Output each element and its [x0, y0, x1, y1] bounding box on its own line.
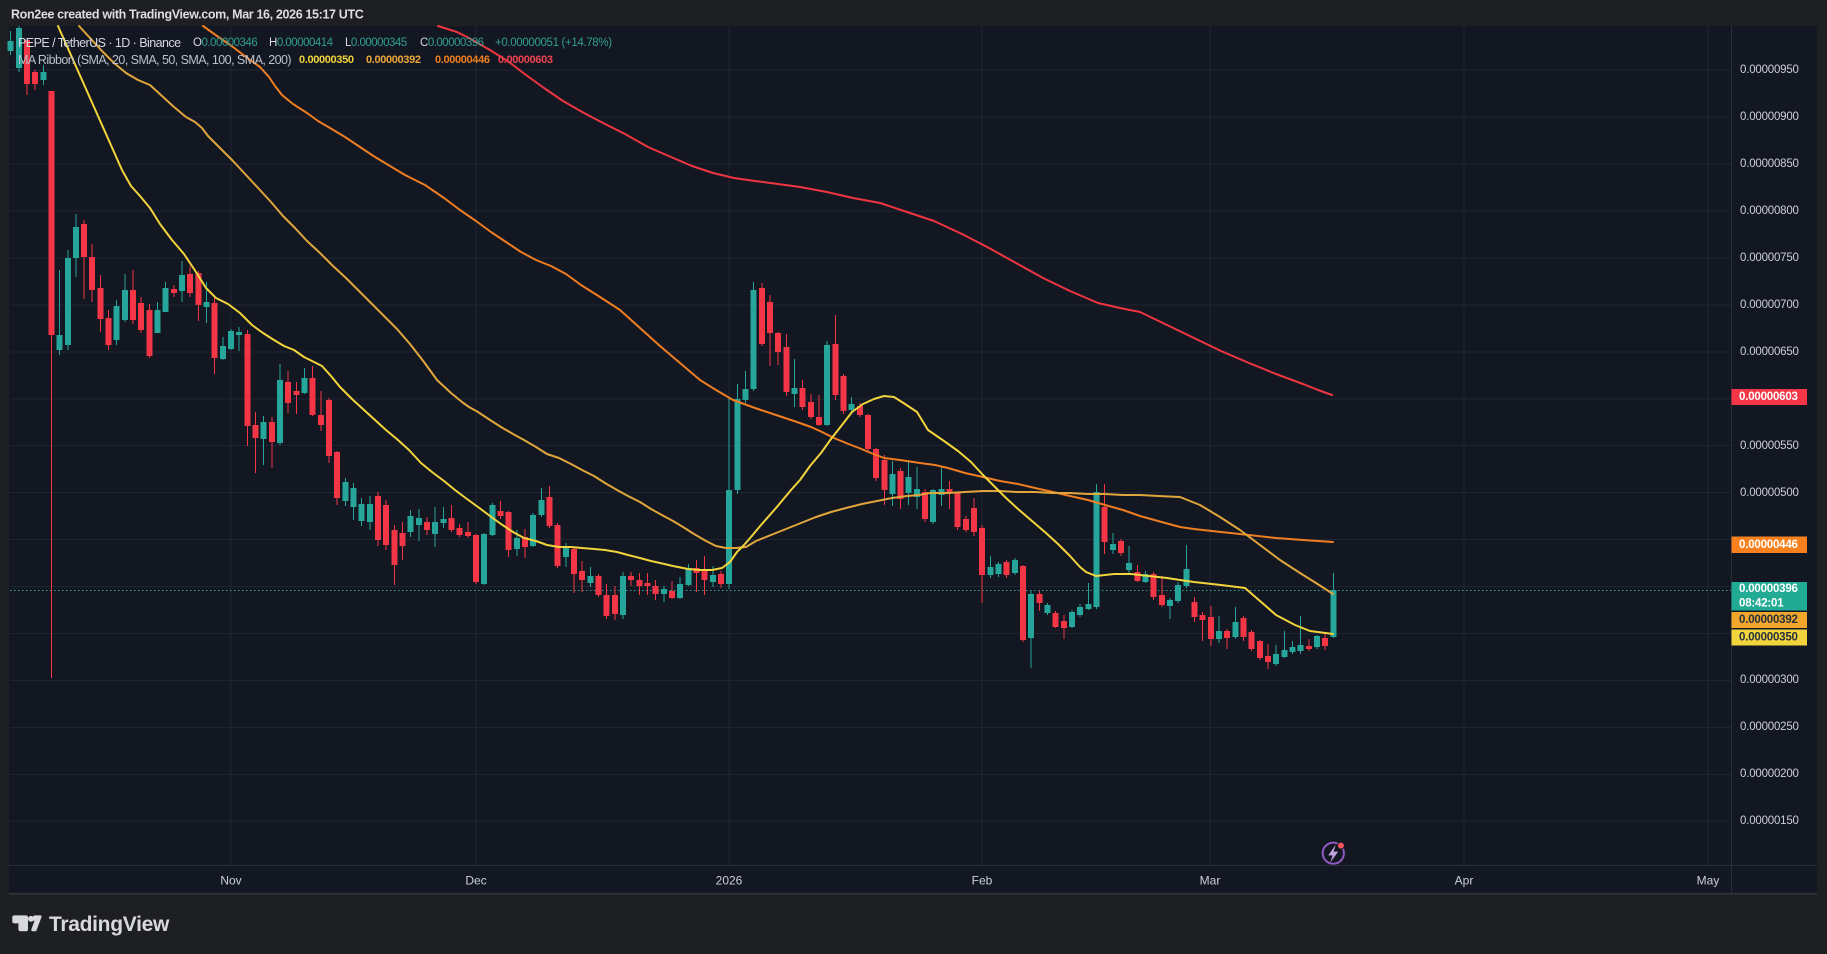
- svg-text:0.00000300: 0.00000300: [1740, 674, 1799, 686]
- svg-text:Nov: Nov: [220, 874, 241, 888]
- svg-text:Ron2ee created with TradingVie: Ron2ee created with TradingView.com, Mar…: [11, 8, 364, 22]
- svg-text:0.00000750: 0.00000750: [1740, 252, 1799, 264]
- svg-text:0.00000200: 0.00000200: [1740, 768, 1799, 780]
- svg-text:H0.00000414: H0.00000414: [269, 37, 334, 49]
- svg-text:PEPE / TetherUS · 1D · Binance: PEPE / TetherUS · 1D · Binance: [18, 36, 181, 50]
- svg-text:May: May: [1697, 874, 1720, 888]
- svg-text:0.00000150: 0.00000150: [1740, 815, 1799, 827]
- svg-text:0.00000392: 0.00000392: [1739, 614, 1798, 626]
- svg-text:Mar: Mar: [1200, 874, 1221, 888]
- svg-text:MA Ribbon (SMA, 20, SMA, 50, S: MA Ribbon (SMA, 20, SMA, 50, SMA, 100, S…: [18, 53, 291, 67]
- svg-text:0.00000250: 0.00000250: [1740, 721, 1799, 733]
- svg-text:Feb: Feb: [972, 874, 993, 888]
- svg-text:0.00000700: 0.00000700: [1740, 299, 1799, 311]
- svg-text:Apr: Apr: [1455, 874, 1474, 888]
- svg-text:08:42:01: 08:42:01: [1739, 597, 1784, 609]
- svg-text:0.00000650: 0.00000650: [1740, 346, 1799, 358]
- svg-text:Dec: Dec: [465, 874, 486, 888]
- svg-text:+0.00000051 (+14.78%): +0.00000051 (+14.78%): [495, 37, 612, 49]
- svg-text:TradingView: TradingView: [49, 913, 170, 936]
- svg-text:0.00000900: 0.00000900: [1740, 111, 1799, 123]
- svg-text:0.00000550: 0.00000550: [1740, 440, 1799, 452]
- svg-text:0.00000446: 0.00000446: [1739, 539, 1798, 551]
- svg-text:0.00000950: 0.00000950: [1740, 64, 1799, 76]
- svg-text:0.00000800: 0.00000800: [1740, 205, 1799, 217]
- svg-text:2026: 2026: [716, 874, 743, 888]
- svg-text:0.00000446: 0.00000446: [435, 54, 490, 66]
- svg-text:0.00000350: 0.00000350: [299, 54, 354, 66]
- svg-text:0.00000392: 0.00000392: [366, 54, 421, 66]
- svg-text:0.00000603: 0.00000603: [1739, 391, 1798, 403]
- svg-text:0.00000350: 0.00000350: [1739, 632, 1798, 644]
- svg-text:O0.00000346: O0.00000346: [193, 37, 257, 49]
- svg-text:0.00000396: 0.00000396: [1739, 583, 1798, 595]
- svg-text:C0.00000396: C0.00000396: [420, 37, 484, 49]
- svg-text:0.00000850: 0.00000850: [1740, 158, 1799, 170]
- svg-text:L0.00000345: L0.00000345: [345, 37, 407, 49]
- svg-text:0.00000500: 0.00000500: [1740, 487, 1799, 499]
- svg-text:0.00000603: 0.00000603: [498, 54, 553, 66]
